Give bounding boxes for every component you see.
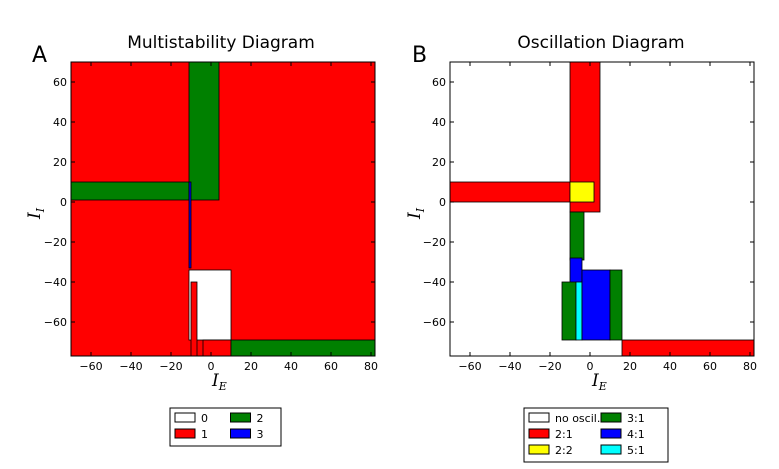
y-axis-label-b: II <box>405 207 427 220</box>
x-tick-label: −20 <box>159 360 182 373</box>
y-tick-label: −60 <box>44 316 67 329</box>
y-tick-label: −40 <box>423 276 446 289</box>
panel-label-b: B <box>412 43 427 68</box>
region-2-1-2 <box>449 181 571 203</box>
y-tick-label: −20 <box>423 236 446 249</box>
y-ticks-a: 60 40 20 0 −20 −40 −60 <box>44 76 375 329</box>
x-ticks-b: −60 −40 −20 0 20 40 60 80 <box>458 62 757 373</box>
region-1-4 <box>190 281 198 357</box>
legend-a: 0 2 1 3 <box>169 407 282 447</box>
y-tick-label: 60 <box>432 76 446 89</box>
region-3-6 <box>188 181 192 269</box>
x-tick-label: 60 <box>703 360 717 373</box>
x-tick-label: −60 <box>458 360 481 373</box>
region-2-1 <box>70 181 192 201</box>
x-tick-label: 80 <box>743 360 757 373</box>
legend-swatch <box>528 412 550 423</box>
x-tick-label: −20 <box>538 360 561 373</box>
legend-label: 2 <box>257 412 264 425</box>
legend-label: 1 <box>201 428 208 441</box>
y-tick-label: −40 <box>44 276 67 289</box>
y-tick-label: −20 <box>44 236 67 249</box>
y-axis-label-a: II <box>25 207 47 220</box>
legend-label: no oscil. <box>555 412 600 425</box>
legend-label: 2:2 <box>555 444 573 457</box>
x-tick-label: 40 <box>284 360 298 373</box>
title-b: Oscillation Diagram <box>517 33 684 53</box>
legend-label: 3:1 <box>627 412 645 425</box>
x-tick-label: 0 <box>587 360 594 373</box>
legend-swatch <box>528 428 550 439</box>
region-4-1-5 <box>569 257 583 285</box>
legend-label: 3 <box>257 428 264 441</box>
legend-swatch <box>600 444 622 455</box>
title-a: Multistability Diagram <box>127 33 315 53</box>
x-tick-label: 20 <box>623 360 637 373</box>
region-2-2-3 <box>569 181 595 203</box>
plot-frame-a <box>70 61 376 357</box>
x-tick-label: 80 <box>364 360 378 373</box>
x-axis-label-b: IE <box>591 371 607 393</box>
legend-swatch <box>174 412 196 423</box>
y-tick-label: 20 <box>53 156 67 169</box>
legend-swatch <box>600 428 622 439</box>
y-tick-label: 20 <box>432 156 446 169</box>
regions-b <box>449 61 755 357</box>
region-5-1-7 <box>575 281 583 341</box>
x-ticks-a: −60 −40 −20 0 20 40 60 80 <box>79 62 378 373</box>
plot-frame-b <box>449 61 755 357</box>
x-tick-label: 60 <box>324 360 338 373</box>
y-tick-label: 60 <box>53 76 67 89</box>
region-3-1-4 <box>569 211 585 261</box>
legend-label: 0 <box>201 412 208 425</box>
region-2-2 <box>188 61 220 201</box>
legend-swatch <box>600 412 622 423</box>
legend-swatch <box>230 412 251 423</box>
panel-a: A Multistability Diagram −60 −40 −20 0 20 40 6… <box>25 33 378 447</box>
y-tick-label: 40 <box>53 116 67 129</box>
legend-swatch <box>174 428 196 439</box>
x-tick-label: −40 <box>498 360 521 373</box>
y-tick-label: −60 <box>423 316 446 329</box>
x-tick-label: 40 <box>663 360 677 373</box>
region-1-5 <box>202 339 232 357</box>
x-tick-label: −40 <box>119 360 142 373</box>
y-ticks-b: 60 40 20 0 −20 −40 −60 <box>423 76 754 329</box>
region-3-1-9 <box>609 269 623 341</box>
legend-swatch <box>230 428 251 439</box>
y-tick-label: 40 <box>432 116 446 129</box>
regions-a <box>70 61 376 357</box>
x-tick-label: −60 <box>79 360 102 373</box>
legend-label: 4:1 <box>627 428 645 441</box>
region-4-1-8 <box>581 269 611 341</box>
legend-b: no oscil. 3:1 2:1 4:1 2:2 5:1 <box>523 407 669 463</box>
legend-swatch <box>528 444 550 455</box>
y-tick-label: 0 <box>60 196 67 209</box>
region-3-1-6 <box>561 281 577 341</box>
y-tick-label: 0 <box>439 196 446 209</box>
panel-label-a: A <box>32 43 47 68</box>
legend-label: 5:1 <box>627 444 645 457</box>
panel-b: B Oscillation Diagram −60 −40 −20 0 20 40 60 80… <box>405 33 757 463</box>
region-2-1-10 <box>621 339 755 357</box>
legend-label: 2:1 <box>555 428 573 441</box>
x-tick-label: 20 <box>244 360 258 373</box>
x-tick-label: 0 <box>208 360 215 373</box>
region-2-7 <box>230 339 376 357</box>
x-axis-label-a: IE <box>211 371 227 393</box>
